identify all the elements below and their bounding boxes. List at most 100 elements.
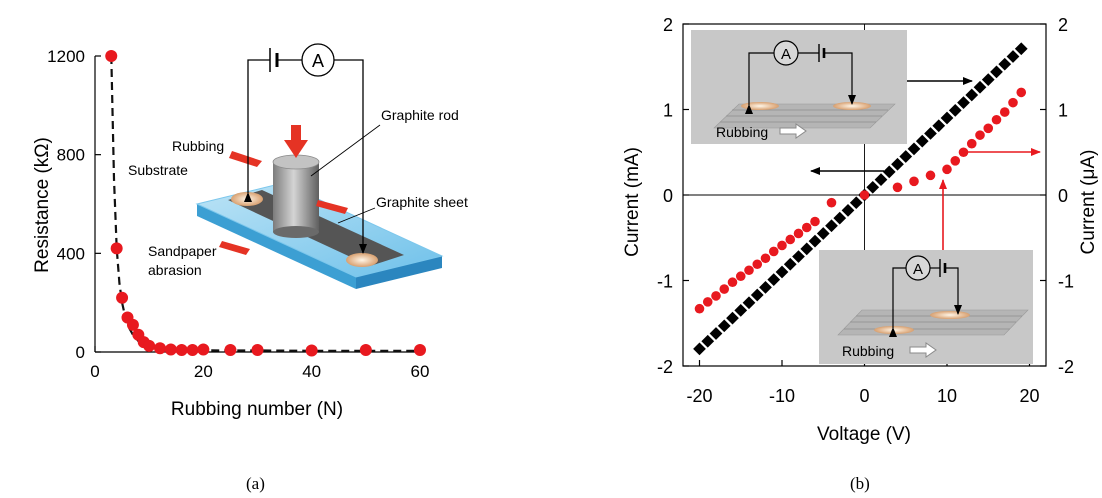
b-ytick-label-left: 1 (663, 101, 673, 121)
data-point-black (816, 227, 830, 240)
inset-bottom-rubbing-arrow (909, 342, 937, 358)
data-point-black (750, 288, 764, 302)
label-rubbing: Rubbing (172, 138, 224, 154)
substrate-side-right (356, 256, 442, 289)
data-point (154, 342, 166, 355)
b-ytick-label-right: 2 (1058, 15, 1068, 35)
inset-top-ammeter-label: A (781, 46, 791, 63)
data-point-red (719, 284, 730, 294)
data-point-black (759, 280, 772, 294)
a-xtick-label: 60 (411, 362, 430, 381)
b-ytick-label-right: 1 (1058, 101, 1068, 121)
b-xtick-label: 0 (859, 386, 869, 406)
rod-label-leader (310, 124, 381, 177)
force-arrow-head (284, 140, 308, 158)
inset-top-spot-right (833, 102, 871, 110)
axis-b-y-label-right: Current (μA) (1078, 150, 1099, 255)
data-point-black (693, 342, 706, 356)
data-point-black (701, 334, 715, 348)
data-point-black (808, 234, 822, 248)
data-point-red (999, 107, 1010, 117)
data-point-black (957, 96, 970, 110)
a-ytick-label: 800 (57, 146, 85, 165)
graphite-rod-body (273, 162, 319, 232)
panel-a-ticks: 0 20 40 60 0 400 800 1200 (47, 47, 429, 381)
data-point-red (735, 271, 746, 282)
circuit-wire-right (334, 59, 367, 254)
inset-bottom-wire-right (945, 267, 962, 315)
data-point-black (1014, 42, 1028, 56)
data-point-red (983, 123, 994, 134)
data-point-red (810, 216, 820, 227)
data-point-red (1008, 97, 1018, 108)
data-point-red (966, 138, 977, 149)
graphite-rod-bottom (273, 226, 319, 238)
data-point-red (892, 182, 903, 193)
panel-label-b: (b) (850, 474, 870, 493)
data-point-black (915, 134, 929, 148)
graphite-spot-right (346, 253, 378, 267)
data-point (197, 343, 210, 356)
axis-a-x-label: Rubbing number (N) (171, 399, 343, 420)
label-substrate: Substrate (128, 162, 188, 178)
data-point-black (899, 150, 913, 163)
data-point-black (907, 142, 921, 156)
data-point-red (991, 114, 1002, 125)
b-ytick-label-left: -1 (657, 272, 673, 292)
data-point (186, 344, 199, 357)
data-point-black (792, 250, 805, 263)
inset-top-rubbing-label: Rubbing (716, 124, 768, 140)
data-point-black (866, 180, 880, 194)
a-xtick-label: 20 (194, 362, 213, 381)
data-point (143, 339, 156, 352)
label-graphite-sheet: Graphite sheet (376, 194, 468, 210)
data-point (105, 50, 118, 62)
b-ytick-label-left: -2 (657, 357, 673, 377)
data-point-red (1016, 87, 1027, 98)
data-point-red (727, 277, 738, 288)
data-point-black (965, 88, 979, 102)
data-point (251, 344, 264, 357)
data-point-red (950, 156, 961, 166)
b-xtick-label: 20 (1019, 386, 1039, 406)
data-point-black (882, 165, 896, 179)
data-point-black (981, 73, 995, 86)
sheet-label-leader (337, 207, 376, 224)
data-point (359, 344, 372, 357)
data-point-red (793, 228, 804, 239)
inset-circuit-bottom: A Rubbing (819, 250, 1033, 364)
data-point (305, 344, 318, 357)
data-point-black (973, 80, 987, 94)
b-ytick-label-left: 2 (663, 15, 673, 35)
data-point-red (752, 259, 763, 270)
inset-top-sheet-lines (720, 109, 888, 123)
panel-a-chart: 0 20 40 60 0 400 800 1200 Rubbing number (N) Re… (32, 43, 468, 420)
data-point (126, 318, 139, 331)
inset-bottom-wire (889, 267, 906, 337)
b-xtick-label: 10 (937, 386, 957, 406)
axis-b-y-label: Current (mA) (622, 147, 643, 257)
data-point (224, 344, 237, 357)
data-point-red (760, 253, 771, 264)
a-ytick-label: 0 (76, 343, 85, 362)
data-point-red (702, 297, 713, 307)
inset-bottom-spot-right (930, 311, 970, 319)
inset-bottom-spot-left (874, 326, 914, 334)
inset-top-wire-right (824, 52, 856, 105)
rubbing-arrow-right (316, 200, 348, 214)
graphite-spot-left (231, 192, 263, 206)
axis-a-y-label: Resistance (kΩ) (32, 137, 53, 273)
circuit-wire (244, 59, 270, 202)
force-arrow-shaft (291, 125, 301, 142)
data-point-black (709, 327, 723, 340)
data-point-red (744, 265, 754, 276)
inset-circuit-top: A Rubbing (691, 30, 907, 144)
b-ytick-label-right: -2 (1058, 357, 1074, 377)
inset-top-wire (745, 52, 774, 114)
data-point-red (859, 190, 870, 200)
data-point-black (734, 304, 748, 317)
data-point-black (932, 119, 946, 133)
data-point-black (948, 103, 962, 117)
a-ytick-label: 1200 (47, 47, 85, 66)
panel-label-a: (a) (246, 474, 265, 493)
